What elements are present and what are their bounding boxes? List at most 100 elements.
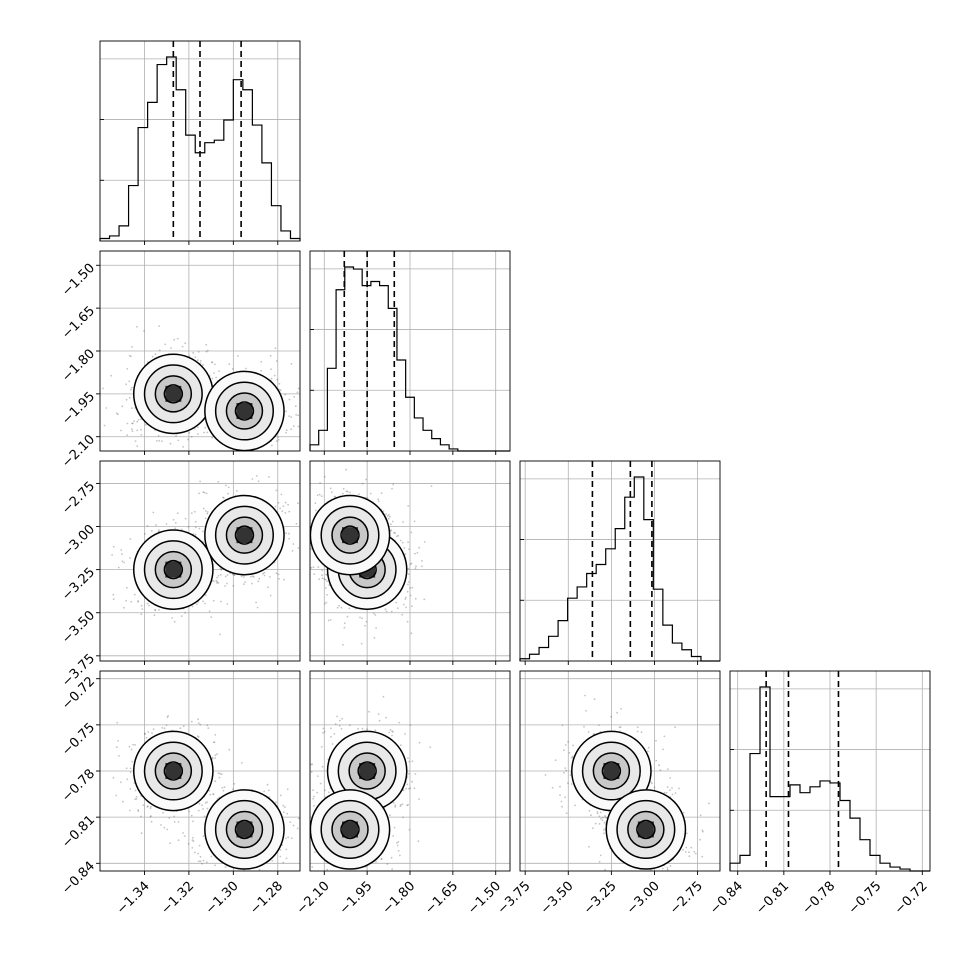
scatter-point: [205, 594, 207, 596]
scatter-point: [113, 777, 115, 779]
scatter-point: [244, 581, 246, 583]
scatter-point: [368, 711, 370, 713]
scatter-point: [264, 575, 266, 577]
scatter-point: [170, 347, 172, 349]
scatter-point: [336, 716, 338, 718]
scatter-point: [408, 548, 410, 550]
scatter-point: [102, 388, 104, 390]
scatter-point: [257, 607, 259, 609]
scatter-point: [206, 513, 208, 515]
scatter-point: [218, 370, 220, 372]
scatter-point: [375, 627, 377, 629]
scatter-point: [407, 757, 409, 759]
scatter-point: [173, 519, 175, 521]
scatter-point: [412, 760, 414, 762]
scatter-point: [341, 718, 343, 720]
scatter-point: [179, 727, 181, 729]
scatter-point: [379, 720, 381, 722]
scatter-point: [361, 618, 363, 620]
scatter-point: [185, 518, 187, 520]
scatter-point: [323, 728, 325, 730]
scatter-point: [596, 811, 598, 813]
scatter-point: [298, 426, 300, 428]
scatter-point: [404, 733, 406, 735]
scatter-point: [148, 605, 150, 607]
scatter-point: [195, 534, 197, 536]
scatter-point: [565, 744, 567, 746]
scatter-point: [130, 771, 132, 773]
scatter-point: [204, 492, 206, 494]
scatter-point: [129, 397, 131, 399]
scatter-point: [118, 755, 120, 757]
scatter-point: [283, 579, 285, 581]
scatter-point: [213, 372, 215, 374]
scatter-point: [220, 601, 222, 603]
scatter-point: [599, 861, 601, 863]
scatter-point: [192, 821, 194, 823]
hist-panel-1: [310, 251, 510, 455]
scatter-point: [563, 749, 565, 751]
scatter-point: [325, 579, 327, 581]
scatter-point: [285, 432, 287, 434]
hist-panel-0: [100, 41, 300, 245]
scatter-point: [409, 587, 411, 589]
scatter-point: [221, 787, 223, 789]
scatter-point: [620, 708, 622, 710]
scatter-point: [202, 364, 204, 366]
scatter-point: [202, 835, 204, 837]
scatter-point: [291, 837, 293, 839]
scatter-point: [140, 434, 142, 436]
scatter-point: [274, 375, 276, 377]
scatter-point: [155, 353, 157, 355]
scatter-point: [138, 419, 140, 421]
scatter-point: [224, 786, 226, 788]
scatter-point: [174, 527, 176, 529]
scatter-point: [405, 607, 407, 609]
scatter-point: [203, 860, 205, 862]
scatter-point: [395, 602, 397, 604]
scatter-point: [295, 414, 297, 416]
scatter-point: [592, 827, 594, 829]
scatter-point: [400, 805, 402, 807]
scatter-point: [126, 778, 128, 780]
scatter-point: [407, 584, 409, 586]
scatter-point: [415, 773, 417, 775]
scatter-point: [429, 746, 431, 748]
scatter-point: [390, 729, 392, 731]
scatter-point: [431, 485, 433, 487]
scatter-point: [385, 608, 387, 610]
scatter-point: [225, 485, 227, 487]
scatter-point: [391, 735, 393, 737]
scatter-point: [223, 497, 225, 499]
scatter-point: [686, 833, 688, 835]
scatter-point: [191, 436, 193, 438]
scatter-point: [408, 761, 410, 763]
scatter-point: [210, 856, 212, 858]
scatter-point: [317, 775, 319, 777]
scatter-point: [158, 440, 160, 442]
scatter-point: [348, 608, 350, 610]
scatter-point: [411, 605, 413, 607]
scatter-point: [218, 582, 220, 584]
scatter-point: [191, 721, 193, 723]
scatter-point: [164, 344, 166, 346]
scatter-point: [286, 857, 288, 859]
scatter-point: [332, 743, 334, 745]
scatter-point: [260, 361, 262, 363]
scatter-point: [415, 567, 417, 569]
scatter-point: [141, 608, 143, 610]
scatter-point: [187, 439, 189, 441]
scatter-point: [147, 731, 149, 733]
scatter-point: [602, 817, 604, 819]
scatter-point: [394, 806, 396, 808]
scatter-point: [151, 732, 153, 734]
scatter-point: [232, 368, 234, 370]
scatter-point: [328, 791, 330, 793]
scatter-point: [365, 479, 367, 481]
scatter-point: [364, 625, 366, 627]
scatter-point: [317, 494, 319, 496]
scatter-point: [378, 713, 380, 715]
scatter-point: [121, 553, 123, 555]
scatter-point: [112, 594, 114, 596]
scatter-point: [192, 606, 194, 608]
